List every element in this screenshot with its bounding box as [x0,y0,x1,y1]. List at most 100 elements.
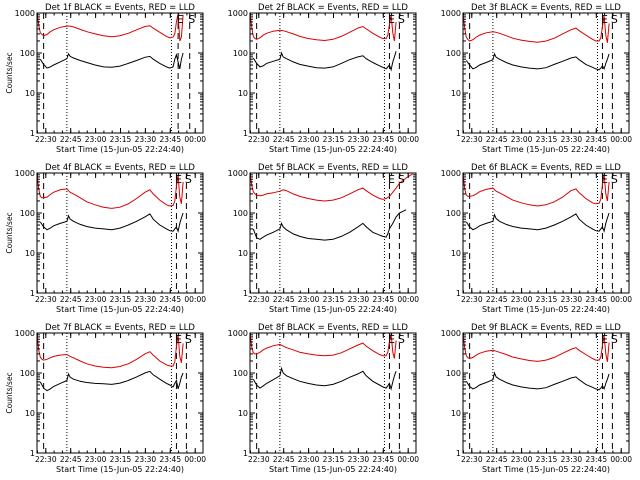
y-tick-label: 100 [233,369,248,378]
x-tick-label: 22:30 [35,135,57,144]
y-axis-label: Counts/sec [5,212,14,253]
marker-label: S [398,173,405,186]
x-tick-label: 23:15 [536,135,558,144]
series-line-black [252,366,397,391]
detector-plot: Det 9f BLACK = Events, RED = LLD 1 10 100 10… [441,323,633,474]
x-tick-label: 23:45 [372,295,394,304]
y-axis-label: Counts/sec [5,372,14,413]
x-tick-label: 22:45 [273,455,295,464]
plot-data-area [463,13,613,133]
x-tick-label: 00:00 [397,135,419,144]
y-tick-label: 1000 [441,9,461,18]
x-tick-label: 00:00 [610,135,632,144]
x-tick-label: 23:30 [348,135,370,144]
y-tick-label: 1 [30,289,35,298]
series-line-black [252,51,397,72]
detector-plot: Det 2f BLACK = Events, RED = LLD 1 10 100 10… [228,3,420,154]
y-tick-label: 1000 [15,169,35,178]
y-tick-label: 1 [243,289,248,298]
marker-label: E [388,13,395,26]
x-tick-label: 23:00 [511,135,533,144]
x-tick-label: 22:30 [35,295,57,304]
x-tick-label: 23:45 [585,295,607,304]
y-tick-label: 1000 [15,329,35,338]
x-tick-label: 23:30 [135,455,157,464]
x-tick-label: 23:15 [536,455,558,464]
y-tick-label: 10 [451,249,461,258]
y-tick-label: 10 [25,249,35,258]
y-tick-label: 100 [446,369,461,378]
x-tick-label: 00:00 [610,455,632,464]
series-line-red [463,333,610,362]
marker-label: E [601,173,608,186]
y-tick-label: 10 [451,89,461,98]
series-line-red [37,173,184,209]
marker-label: S [398,333,405,346]
plot-frame [462,12,630,134]
series-line-red [463,13,610,43]
plot-title: Det 7f BLACK = Events, RED = LLD [45,323,195,333]
y-tick-label: 1000 [441,169,461,178]
y-tick-label: 1 [30,129,35,138]
x-tick-label: 23:30 [135,135,157,144]
marker-label: E [601,333,608,346]
x-tick-label: 23:15 [110,455,132,464]
marker-label: S [185,173,192,186]
x-tick-label: 22:30 [248,455,270,464]
y-tick-label: 10 [238,409,248,418]
detector-plot: Det 8f BLACK = Events, RED = LLD 1 10 100 10… [228,323,420,474]
y-tick-label: 100 [446,209,461,218]
series-line-red [250,13,397,42]
plot-data-area [463,173,613,293]
x-tick-label: 00:00 [397,455,419,464]
x-axis-label: Start Time (15-Jun-05 22:24:40) [269,465,397,474]
detector-plot: Det 4f BLACK = Events, RED = LLD 1 10 100 10… [5,163,206,314]
x-tick-label: 22:45 [273,295,295,304]
x-tick-label: 23:00 [298,135,320,144]
series-line-black [465,52,610,71]
x-tick-label: 22:45 [60,295,82,304]
detector-plot: Det 7f BLACK = Events, RED = LLD 1 10 100 10… [5,323,206,474]
plot-data-area [250,173,413,293]
x-tick-label: 00:00 [397,295,419,304]
plot-title: Det 9f BLACK = Events, RED = LLD [471,323,621,333]
x-tick-label: 23:15 [110,295,132,304]
x-axis-label: Start Time (15-Jun-05 22:24:40) [269,305,397,314]
marker-label: S [611,13,618,26]
y-axis-label: Counts/sec [5,52,14,93]
y-tick-label: 10 [451,409,461,418]
plot-frame [249,332,417,454]
x-tick-label: 23:15 [110,135,132,144]
x-axis-label: Start Time (15-Jun-05 22:24:40) [482,465,610,474]
x-tick-label: 23:45 [372,455,394,464]
x-tick-label: 23:45 [159,455,181,464]
x-tick-label: 23:00 [298,295,320,304]
x-axis-label: Start Time (15-Jun-05 22:24:40) [56,305,184,314]
x-tick-label: 23:15 [323,455,345,464]
x-tick-label: 23:30 [348,455,370,464]
x-tick-label: 22:45 [486,135,508,144]
x-tick-label: 22:30 [461,455,483,464]
y-tick-label: 1000 [441,329,461,338]
marker-label: E [388,333,395,346]
plot-data-area [250,13,400,133]
plot-data-area [37,13,191,133]
series-line-red [250,333,397,359]
x-tick-label: 23:45 [372,135,394,144]
x-tick-label: 22:45 [486,295,508,304]
detector-plot: Det 3f BLACK = Events, RED = LLD 1 10 100 10… [441,3,633,154]
y-tick-label: 1 [243,449,248,458]
x-tick-label: 22:30 [248,135,270,144]
y-tick-label: 1000 [15,9,35,18]
x-tick-label: 22:45 [60,135,82,144]
detector-plot: Det 5f BLACK = Events, RED = LLD 1 10 100 10… [228,163,420,314]
y-tick-label: 100 [20,49,35,58]
series-line-black [39,370,184,392]
x-tick-label: 00:00 [184,455,206,464]
x-tick-label: 23:00 [85,135,107,144]
marker-label: S [185,333,192,346]
x-tick-label: 22:30 [461,295,483,304]
plot-title: Det 2f BLACK = Events, RED = LLD [258,3,408,13]
x-tick-label: 23:30 [561,455,583,464]
